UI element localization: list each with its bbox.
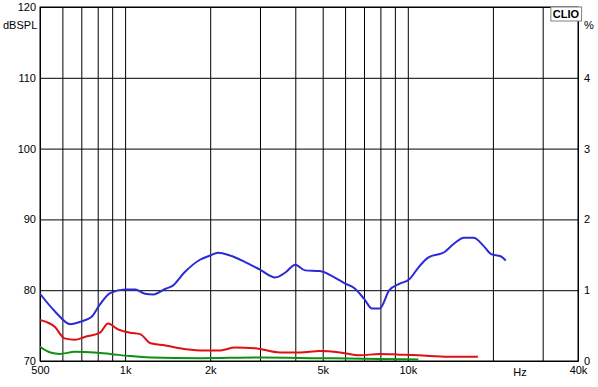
tick-label: 2k [205, 364, 217, 376]
tick [364, 7, 365, 361]
y-axis-label: dBSPL [3, 19, 37, 31]
tick-label: 4 [584, 72, 590, 84]
series-line [40, 320, 478, 357]
tick [543, 7, 544, 361]
tick: 10k [399, 7, 417, 376]
tick: 2 [578, 213, 590, 225]
grid-line [112, 7, 113, 361]
series-line [40, 238, 506, 324]
tick-label: 90 [24, 213, 36, 225]
grid-line [543, 7, 544, 361]
tick-label: 1 [584, 284, 590, 296]
tick: 90 [24, 213, 578, 225]
title: CLIO [553, 8, 580, 20]
tick-label: 0 [584, 355, 590, 367]
tick-label: 110 [18, 72, 36, 84]
tick-label: 120 [18, 1, 36, 13]
tick [260, 7, 261, 361]
tick-label: 10k [399, 364, 417, 376]
tick [295, 7, 296, 361]
y2-axis: 0 1 2 3 4 [578, 8, 590, 368]
tick [493, 7, 494, 361]
grid-line [295, 7, 296, 361]
tick [345, 7, 346, 361]
tick: 1 [578, 284, 590, 296]
tick: 110 [18, 72, 578, 84]
y-axis: 70 80 90 100 110 120 [18, 1, 578, 367]
tick [112, 7, 113, 361]
grid-line [395, 7, 396, 361]
x-axis-label: Hz [513, 366, 526, 378]
tick [81, 7, 82, 361]
tick-label: 2 [584, 213, 590, 225]
grid-line [81, 7, 82, 361]
tick: 3 [578, 143, 590, 155]
tick: 2k [205, 7, 217, 376]
grid-line [62, 7, 63, 361]
grid-line [40, 149, 578, 150]
grid-line [345, 7, 346, 361]
x-axis: 5001k2k5k10k40k [31, 7, 588, 376]
grid-line [125, 7, 126, 361]
tick-label: 100 [18, 143, 36, 155]
tick: 0 [578, 355, 590, 367]
tick [62, 7, 63, 361]
tick-label: 5k [317, 364, 329, 376]
tick: 40k [570, 7, 588, 376]
tick [395, 7, 396, 361]
plot-frame [40, 7, 578, 361]
series-group [40, 238, 506, 360]
grid-line [493, 7, 494, 361]
chart: 5001k2k5k10k40k70809010011012001234dBSPL… [0, 0, 598, 387]
tick: 4 [578, 72, 590, 84]
background [0, 0, 598, 387]
tick-label: 3 [584, 143, 590, 155]
grid-line [323, 7, 324, 361]
grid-line [364, 7, 365, 361]
tick-label: 1k [120, 364, 132, 376]
y2-axis-label: % [584, 19, 594, 31]
tick: 100 [18, 143, 578, 155]
grid-line [210, 7, 211, 361]
tick: 5k [317, 7, 329, 376]
grid-line [408, 7, 409, 361]
tick-label: 80 [24, 284, 36, 296]
title-box [551, 7, 582, 21]
grid-line [40, 78, 578, 79]
tick-label: 70 [24, 355, 36, 367]
grid-line [260, 7, 261, 361]
tick: 1k [120, 7, 132, 376]
grid-line [40, 219, 578, 220]
series-line [40, 347, 418, 360]
